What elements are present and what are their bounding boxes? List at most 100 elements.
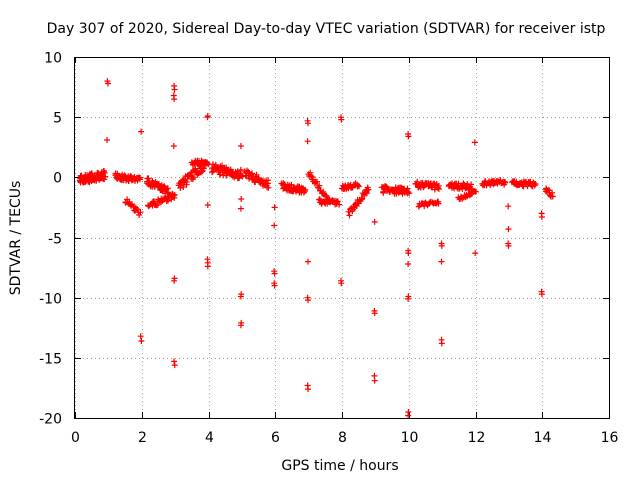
y-tick-label: -5	[48, 232, 62, 248]
data-point	[316, 182, 323, 189]
data-point	[538, 291, 545, 298]
data-point	[305, 258, 311, 265]
data-point	[405, 295, 412, 302]
data-point	[171, 277, 178, 284]
data-point	[165, 197, 171, 204]
data-point	[472, 250, 479, 257]
data-point	[336, 201, 343, 208]
y-tick-label: -10	[39, 292, 62, 308]
x-tick-label: 2	[138, 430, 147, 446]
chart-title: Day 307 of 2020, Sidereal Day-to-day VTE…	[47, 21, 606, 37]
x-tick-label: 14	[534, 430, 552, 446]
data-point	[301, 188, 308, 195]
data-point	[405, 250, 412, 257]
data-point	[321, 199, 328, 206]
data-point	[338, 116, 345, 123]
data-point	[438, 340, 445, 347]
data-point	[361, 192, 368, 199]
data-point	[435, 200, 442, 207]
y-tick-labels: -20 -15 -10 -5 0 5 10	[39, 51, 62, 428]
data-point	[204, 160, 211, 167]
data-point	[532, 181, 539, 188]
data-point	[371, 377, 378, 384]
data-point	[101, 176, 108, 183]
data-point	[237, 143, 244, 149]
data-point	[204, 114, 211, 121]
data-point	[237, 322, 244, 329]
data-point	[237, 166, 244, 173]
y-tick-label: -15	[39, 352, 62, 368]
data-point	[406, 190, 413, 197]
data-point	[136, 176, 143, 183]
data-point	[505, 242, 512, 249]
data-point	[371, 310, 378, 317]
data-point	[170, 143, 177, 149]
data-point	[405, 188, 412, 195]
plot-frame	[74, 57, 610, 419]
data-point	[137, 209, 144, 216]
data-point	[472, 188, 479, 195]
data-point	[171, 191, 178, 198]
y-tick-label: 0	[53, 171, 62, 187]
y-tick-label: 10	[44, 51, 62, 67]
data-point	[414, 178, 421, 185]
data-point	[271, 282, 278, 289]
data-point	[271, 270, 278, 277]
data-point	[171, 358, 178, 365]
data-point	[502, 179, 509, 186]
data-point	[159, 187, 166, 194]
x-tick-labels: 0 2 4 6 8 10 12 14 16	[71, 430, 618, 446]
data-point	[265, 184, 272, 191]
data-point	[438, 258, 445, 265]
data-point	[138, 128, 145, 135]
data-point	[180, 184, 187, 190]
x-tick-label: 6	[271, 430, 280, 446]
data-point	[438, 242, 445, 249]
data-point	[305, 386, 311, 393]
data-point	[271, 204, 278, 211]
data-point	[505, 203, 512, 210]
data-point	[405, 133, 412, 140]
x-axis-label: GPS time / hours	[281, 458, 398, 474]
data-point	[459, 195, 466, 202]
data-point	[138, 338, 145, 344]
data-point	[538, 214, 545, 220]
data-point	[405, 412, 412, 419]
data-point	[356, 183, 363, 190]
data-point	[271, 222, 278, 229]
data-point	[249, 170, 256, 177]
data-point	[280, 180, 287, 187]
data-point	[102, 173, 109, 180]
data-point	[307, 169, 314, 176]
data-point	[304, 138, 311, 145]
data-point	[104, 137, 110, 143]
data-point	[364, 190, 370, 197]
data-point	[105, 80, 111, 87]
data-point	[549, 189, 556, 196]
x-tick-label: 16	[601, 430, 619, 446]
grid-lines	[75, 57, 610, 419]
data-point	[217, 171, 224, 178]
data-point	[346, 212, 353, 219]
data-point	[171, 86, 178, 93]
data-point	[136, 212, 143, 218]
data-point	[371, 218, 378, 225]
x-tick-label: 8	[338, 430, 347, 446]
x-tick-label: 0	[71, 430, 80, 446]
y-tick-label: -20	[39, 412, 62, 428]
data-point	[305, 120, 311, 127]
data-point	[190, 174, 197, 181]
data-points	[76, 78, 556, 419]
data-point	[305, 297, 311, 304]
x-tick-label: 12	[468, 430, 486, 446]
data-point	[435, 186, 442, 192]
data-point	[204, 202, 211, 208]
x-tick-label: 4	[205, 430, 214, 446]
data-point	[171, 96, 178, 103]
data-point	[334, 198, 341, 205]
data-point	[183, 179, 190, 185]
data-point	[471, 139, 478, 146]
data-point	[265, 177, 272, 184]
data-point	[354, 182, 361, 189]
